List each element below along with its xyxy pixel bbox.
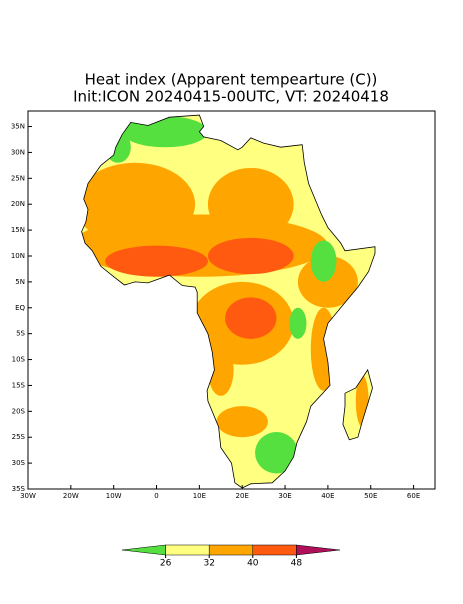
x-tick-label: 20E (236, 492, 249, 500)
y-tick-label: 15S (12, 381, 26, 389)
heat-region (216, 406, 268, 438)
x-tick-label: 20W (63, 492, 79, 500)
y-tick-label: 35N (11, 123, 25, 131)
y-tick-label: 25S (12, 433, 26, 441)
chart-title: Heat index (Apparent tempearture (C)) (85, 71, 378, 89)
colorbar-label: 26 (160, 559, 172, 569)
x-tick-label: 10E (193, 492, 206, 500)
y-tick-label: 15N (11, 226, 25, 234)
y-tick-label: 30N (11, 148, 25, 156)
colorbar-segment (208, 544, 254, 556)
x-tick-label: 30W (20, 492, 36, 500)
x-tick-label: 10W (106, 492, 122, 500)
map-layer (81, 114, 376, 489)
y-tick-label: 5N (15, 278, 25, 286)
y-tick-label: 5S (16, 330, 25, 338)
colorbar-segment (252, 544, 297, 556)
heat-region (105, 245, 208, 277)
y-tick-label: EQ (15, 304, 25, 312)
colorbar-end (121, 544, 166, 556)
y-tick-label: 20N (11, 200, 25, 208)
colorbar: 26 32 40 48 (121, 544, 341, 569)
chart-subtitle: Init:ICON 20240415-00UTC, VT: 20240418 (73, 88, 389, 106)
heat-region (207, 237, 294, 275)
y-tick-label: 35S (12, 485, 26, 493)
y-tick-label: 25N (11, 174, 25, 182)
heat-region (207, 344, 234, 396)
x-tick-label: 40E (321, 492, 334, 500)
x-tick-label: 50E (364, 492, 377, 500)
heat-region (255, 432, 298, 474)
y-tick-label: 30S (12, 459, 26, 467)
coastline (81, 114, 376, 489)
y-tick-label: 20S (12, 407, 26, 415)
heat-regions (81, 116, 369, 474)
colorbar-segment (165, 544, 210, 556)
heat-region (310, 240, 337, 282)
colorbar-label: 40 (247, 559, 259, 569)
x-tick-label: 60E (407, 492, 420, 500)
heat-region (225, 297, 277, 339)
heat-region (289, 307, 307, 339)
colorbar-label: 32 (203, 559, 214, 569)
y-tick-label: 10N (11, 252, 25, 260)
colorbar-end (296, 544, 341, 556)
x-tick-label: 0 (154, 492, 158, 500)
y-tick-label: 10S (12, 356, 26, 364)
x-tick-label: 30E (278, 492, 291, 500)
colorbar-label: 48 (291, 559, 303, 569)
